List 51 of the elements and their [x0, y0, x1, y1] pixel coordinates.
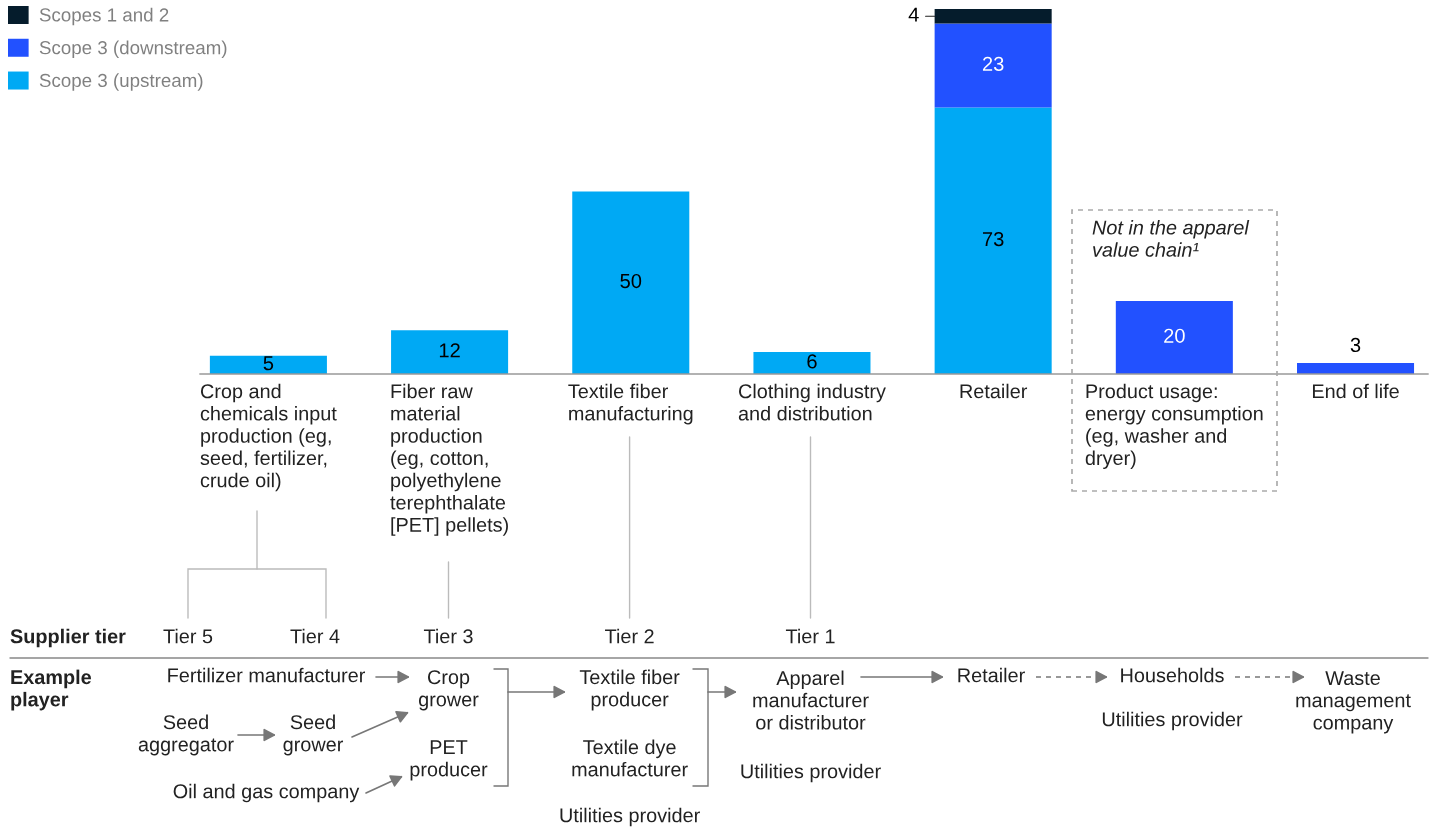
- bar: [209, 355, 327, 374]
- text: Utilities provider: [560, 807, 700, 827]
- data-label: 23: [982, 56, 1004, 71]
- data-label: 73: [982, 231, 1004, 247]
- legend-label: Scopes 1 and 2: [39, 7, 169, 26]
- bar: [934, 107, 1052, 374]
- x-tick-label: Fiber raw material production (eg, cotton, polyethylene terephthalate [PET] pellets): [390, 383, 508, 536]
- text: Textile dye manufacturer: [572, 739, 688, 777]
- text: Supplier tier: [10, 628, 126, 648]
- data-label: 4: [908, 7, 919, 22]
- bar: [753, 352, 871, 374]
- bar: [934, 9, 1052, 24]
- data-label: 3: [1350, 337, 1361, 353]
- x-tick-label: Product usage: energy consumption (eg, washer and dryer): [1085, 383, 1263, 470]
- text: Tier 4: [290, 628, 340, 644]
- text: Oil and gas company: [173, 783, 360, 803]
- x-tick-label: End of life: [1312, 383, 1399, 399]
- bar: [391, 330, 509, 374]
- text: Crop grower: [418, 670, 479, 711]
- bar: [934, 23, 1052, 108]
- text: Example player: [11, 669, 92, 711]
- bar: [1115, 301, 1233, 374]
- text: Textile fiber producer: [579, 669, 680, 711]
- data-label: 12: [439, 343, 460, 358]
- data-label: 5: [263, 356, 274, 371]
- x-tick-label: Crop and chemicals input production (eg, seed, fertilizer, crude oil): [200, 383, 337, 492]
- text: Seed aggregator: [138, 714, 234, 756]
- bar: [572, 191, 690, 374]
- legend-label: Scope 3 (downstream): [39, 40, 227, 59]
- bar: [1297, 363, 1415, 374]
- data-label: 20: [1164, 328, 1185, 343]
- text: Retailer: [958, 667, 1025, 683]
- text: Seed grower: [283, 714, 344, 756]
- text: Households: [1121, 667, 1224, 683]
- text: Tier 1: [785, 628, 835, 644]
- text: Tier 5: [163, 628, 213, 644]
- text: Tier 3: [423, 628, 473, 644]
- text: Utilities provider: [741, 763, 881, 783]
- data-label: 50: [620, 273, 642, 289]
- text: PET producer: [410, 740, 488, 781]
- x-tick-label: Textile fiber manufacturing: [568, 383, 693, 425]
- text: Apparel manufacturer or distributor: [753, 670, 869, 730]
- text: Tier 2: [605, 628, 654, 644]
- text: Waste management company: [1296, 671, 1411, 734]
- text: Utilities provider: [1102, 711, 1243, 731]
- x-tick-label: Retailer: [960, 383, 1028, 399]
- legend-label: Scope 3 (upstream): [39, 73, 203, 91]
- text: Fertilizer manufacturer: [168, 667, 366, 683]
- data-label: 6: [807, 354, 817, 369]
- annotation: Not in the apparel value chain¹: [1092, 220, 1250, 257]
- x-tick-label: Clothing industry and distribution: [738, 383, 886, 421]
